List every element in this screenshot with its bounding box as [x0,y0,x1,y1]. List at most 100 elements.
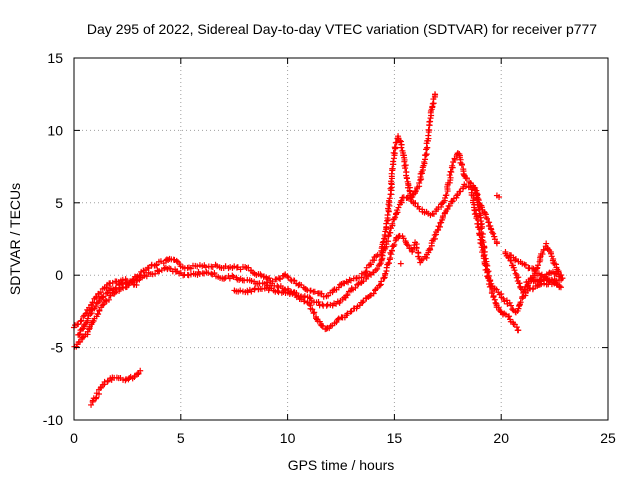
data-point [80,313,87,320]
y-axis-label: SDTVAR / TECUs [7,183,23,295]
data-point [387,185,394,192]
data-point [508,302,515,309]
data-point [447,168,454,175]
data-point [404,242,411,249]
data-point [148,261,155,268]
data-point [378,256,385,263]
data-point [194,263,201,270]
data-point [302,286,309,293]
data-point [173,257,180,264]
data-point [376,261,383,268]
data-point [390,158,397,165]
data-point [205,269,212,276]
data-point [412,200,419,207]
data-point [391,241,398,248]
data-point [86,326,93,333]
data-point [386,195,393,202]
data-point [458,162,465,169]
data-point [113,284,120,291]
data-point [482,255,489,262]
data-point [220,275,227,282]
data-point [352,284,359,291]
data-point [251,285,258,292]
data-point [449,162,456,169]
plot-border [73,57,609,421]
data-point [84,315,91,322]
data-point [442,192,449,199]
data-point [517,299,524,306]
data-point [509,306,516,313]
data-point [310,310,317,317]
data-point [431,91,438,98]
data-point [374,265,381,272]
data-point [315,299,322,306]
ticks: 0 5 10 15 20 25 -10 -5 0 5 10 15 [43,50,616,446]
data-point [105,296,112,303]
data-point [483,215,490,222]
data-point [79,334,86,341]
data-point [248,277,255,284]
data-point [543,240,550,247]
data-point [370,290,377,297]
data-point [473,196,480,203]
data-point [211,270,218,277]
data-point [344,292,351,299]
y-tick-label: -5 [51,340,64,356]
data-point [475,205,482,212]
data-point [491,296,498,303]
data-point [474,201,481,208]
data-point [95,311,102,318]
data-point [335,284,342,291]
data-point [393,210,400,217]
data-point [318,290,325,297]
data-point [384,211,391,218]
data-point [379,239,386,246]
data-point [81,322,88,329]
data-point [439,200,446,207]
data-point [535,262,542,269]
data-point [102,297,109,304]
data-point [464,175,471,182]
data-point [555,273,562,280]
data-point [423,151,430,158]
data-point [241,277,248,284]
data-point [143,273,150,280]
data-point [496,194,503,201]
data-point [513,324,520,331]
data-point [78,317,85,324]
data-point [77,318,84,325]
data-point [301,298,308,305]
data-point [277,276,284,283]
data-point [87,311,94,318]
data-point [222,274,229,281]
data-point [395,204,402,211]
data-point [320,323,327,330]
y-tick-label: 0 [55,267,63,283]
data-point [402,162,409,169]
data-point [366,292,373,299]
data-point [88,401,95,408]
data-point [506,299,513,306]
data-point [397,260,404,267]
data-point [449,198,456,205]
data-point [490,230,497,237]
data-point [442,194,449,201]
data-point [301,293,308,300]
data-point [413,245,420,252]
data-point [512,270,519,277]
data-point [383,220,390,227]
data-point [491,233,498,240]
data-point [487,278,494,285]
y-tick-label: -10 [43,412,63,428]
data-point [376,282,383,289]
data-point [346,276,353,283]
data-point [548,253,555,260]
data-point [486,272,493,279]
x-tick-label: 25 [600,430,616,446]
data-point [389,220,396,227]
data-point [289,290,296,297]
data-point [416,180,423,187]
data-point [515,327,522,334]
